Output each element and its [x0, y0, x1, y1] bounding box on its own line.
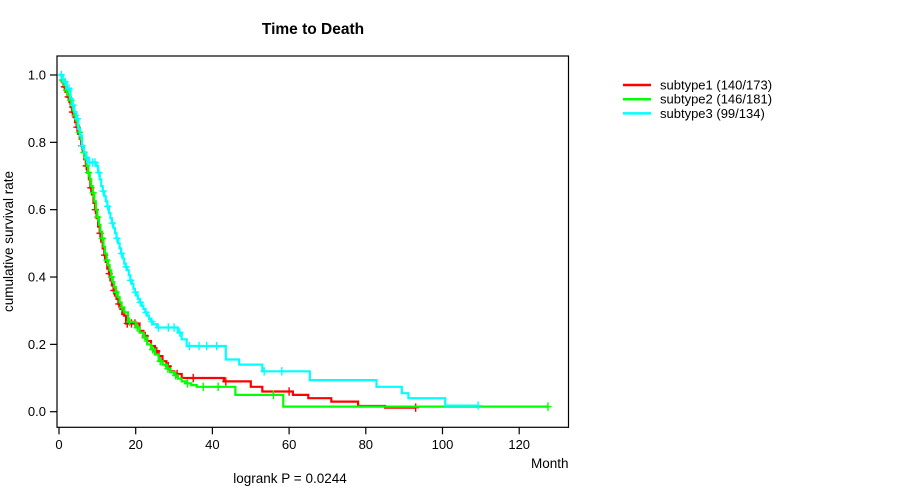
chart-title: Time to Death — [262, 21, 364, 38]
survival-curve-1 — [59, 73, 416, 409]
legend-label: subtype3 (99/134) — [660, 106, 765, 121]
legend: subtype1 (140/173)subtype2 (146/181)subt… — [623, 78, 772, 121]
legend-label: subtype1 (140/173) — [660, 78, 772, 93]
plot-box — [56, 55, 570, 428]
x-tick-label: 0 — [55, 437, 62, 452]
y-axis-label: cumulative survival rate — [1, 171, 16, 312]
plot-border — [56, 55, 570, 428]
logrank-annotation: logrank P = 0.0244 — [233, 471, 347, 486]
survival-curves — [57, 70, 552, 412]
x-tick-label: 40 — [205, 437, 219, 452]
x-tick-label: 80 — [359, 437, 373, 452]
y-tick-label: 0.6 — [28, 202, 46, 217]
y-tick-label: 0.0 — [28, 404, 46, 419]
y-tick-label: 0.8 — [28, 135, 46, 150]
legend-label: subtype2 (146/181) — [660, 92, 772, 107]
x-axis-label: Month — [531, 456, 569, 471]
axes: 0 20 40 60 80 100 120 0.0 0.2 0.4 0.6 0.8 1.0 — [28, 68, 530, 452]
x-tick-label: 60 — [282, 437, 296, 452]
survival-curve-2 — [59, 73, 548, 408]
survival-curve-3 — [59, 73, 479, 407]
x-tick-label: 20 — [128, 437, 142, 452]
y-tick-label: 0.2 — [28, 337, 46, 352]
x-tick-label: 100 — [432, 437, 454, 452]
y-tick-label: 1.0 — [28, 68, 46, 83]
x-tick-label: 120 — [508, 437, 530, 452]
y-tick-label: 0.4 — [28, 270, 46, 285]
